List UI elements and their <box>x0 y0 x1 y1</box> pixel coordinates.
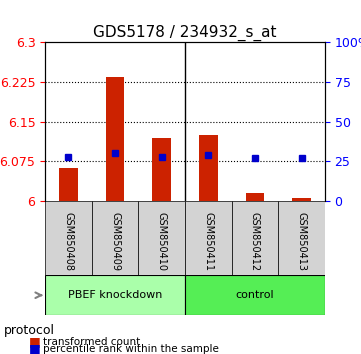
Text: percentile rank within the sample: percentile rank within the sample <box>43 344 219 354</box>
Text: GSM850410: GSM850410 <box>157 212 167 271</box>
FancyBboxPatch shape <box>45 275 185 315</box>
Text: GSM850411: GSM850411 <box>203 212 213 271</box>
Bar <box>106 77 125 201</box>
Text: GSM850409: GSM850409 <box>110 212 120 271</box>
Text: protocol: protocol <box>4 325 55 337</box>
Title: GDS5178 / 234932_s_at: GDS5178 / 234932_s_at <box>93 25 277 41</box>
Text: ■: ■ <box>29 342 41 354</box>
FancyBboxPatch shape <box>185 201 232 275</box>
FancyBboxPatch shape <box>232 201 278 275</box>
Text: ■: ■ <box>29 335 41 348</box>
Bar <box>292 199 311 201</box>
Text: GSM850408: GSM850408 <box>64 212 73 271</box>
Text: PBEF knockdown: PBEF knockdown <box>68 290 162 300</box>
Text: GSM850413: GSM850413 <box>297 212 306 271</box>
FancyBboxPatch shape <box>185 275 325 315</box>
FancyBboxPatch shape <box>92 201 138 275</box>
Text: control: control <box>236 290 274 300</box>
Bar <box>59 168 78 201</box>
Bar <box>199 135 218 201</box>
Text: GSM850412: GSM850412 <box>250 212 260 272</box>
FancyBboxPatch shape <box>138 201 185 275</box>
FancyBboxPatch shape <box>278 201 325 275</box>
FancyBboxPatch shape <box>45 201 92 275</box>
Text: transformed count: transformed count <box>43 337 140 347</box>
Bar <box>152 138 171 201</box>
Bar <box>245 193 264 201</box>
